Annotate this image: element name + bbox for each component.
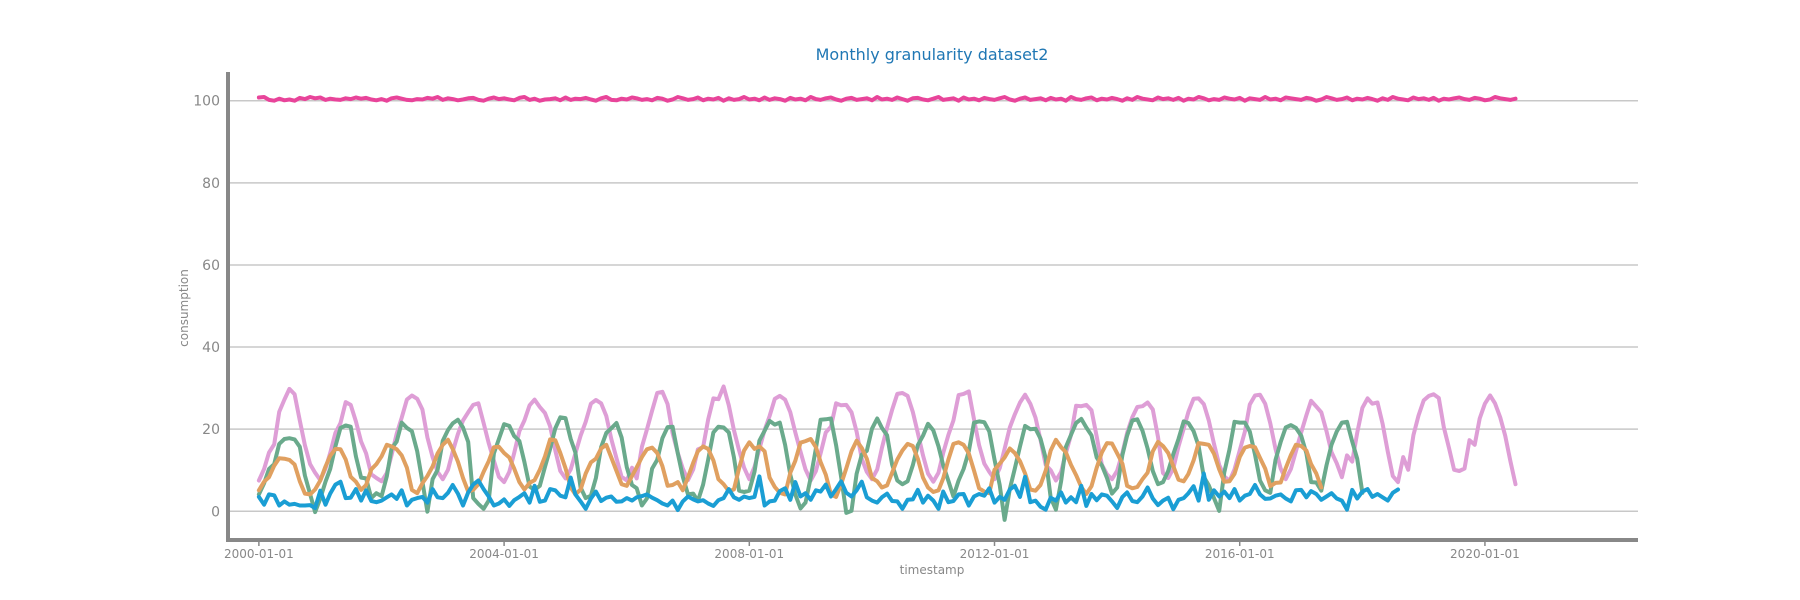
y-axis-label: consumption [177,269,191,347]
series-line-1 [256,95,1518,103]
y-tick-label: 40 [202,340,220,356]
series-line-5 [256,471,1400,512]
x-tick-label: 2004-01-01 [469,547,539,561]
series-line-3 [256,415,1365,522]
chart-title: Monthly granularity dataset2 [816,45,1049,64]
y-tick-label: 60 [202,258,220,274]
y-tick-label: 0 [211,504,220,520]
x-tick-label: 2020-01-01 [1450,547,1520,561]
y-tick-label: 100 [193,94,220,110]
series-line-2 [256,384,1518,487]
series-layer [256,95,1518,522]
x-axis-ticks: 2000-01-01 2004-01-01 2008-01-01 2012-01-01… [224,540,1520,561]
x-tick-label: 2012-01-01 [960,547,1030,561]
x-tick-label: 2000-01-01 [224,547,294,561]
series-line-4 [256,437,1324,499]
x-axis-label: timestamp [900,563,965,577]
x-tick-label: 2016-01-01 [1205,547,1275,561]
y-tick-label: 20 [202,422,220,438]
y-axis-ticks: 0 20 40 60 80 100 [193,94,220,521]
y-tick-label: 80 [202,176,220,192]
x-tick-label: 2008-01-01 [714,547,784,561]
